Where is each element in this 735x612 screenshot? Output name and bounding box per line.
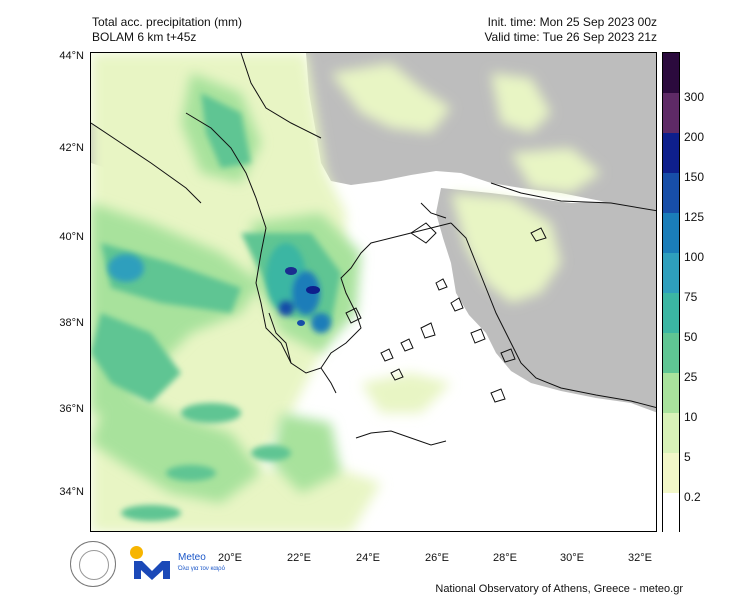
title-line-2: BOLAM 6 km t+45z — [92, 30, 197, 44]
coastlines — [91, 53, 656, 446]
colorbar-segment — [663, 133, 679, 174]
lon-label-30: 30°E — [560, 552, 584, 564]
colorbar-segment — [663, 173, 679, 214]
lon-label-22: 22°E — [287, 552, 311, 564]
brand-tagline: Όλα για τον καιρό — [178, 566, 225, 572]
colorbar-segment — [663, 293, 679, 334]
colorbar-label-50: 50 — [684, 330, 698, 344]
title-line-1: Total acc. precipitation (mm) — [92, 15, 243, 29]
colorbar-segment — [663, 373, 679, 414]
colorbar-segment — [663, 53, 679, 94]
init-time: Init. time: Mon 25 Sep 2023 00z — [487, 15, 657, 29]
meteo-m-logo — [134, 561, 170, 580]
time-info: Init. time: Mon 25 Sep 2023 00z Valid ti… — [484, 15, 657, 45]
colorbar-label-300: 300 — [684, 90, 705, 104]
colorbar-label-0-2: 0.2 — [684, 490, 701, 504]
islands — [345, 222, 547, 403]
colorbar-segment — [663, 333, 679, 374]
lat-label-44: 44°N — [59, 50, 84, 62]
chart-title: Total acc. precipitation (mm) BOLAM 6 km… — [92, 15, 242, 45]
colorbar-label-75: 75 — [684, 290, 698, 304]
colorbar-label-5: 5 — [684, 450, 691, 464]
observatory-seal-logo — [70, 541, 116, 587]
colorbar-label-25: 25 — [684, 370, 698, 384]
map-canvas — [91, 53, 656, 531]
valid-time: Valid time: Tue 26 Sep 2023 21z — [484, 30, 657, 44]
colorbar-label-100: 100 — [684, 250, 705, 264]
lat-label-42: 42°N — [59, 142, 84, 154]
colorbar-label-10: 10 — [684, 410, 698, 424]
colorbar-segment — [663, 213, 679, 254]
precip-max-core — [285, 267, 320, 326]
colorbar-label-200: 200 — [684, 130, 705, 144]
colorbar-label-125: 125 — [684, 210, 705, 224]
seal-inner-ring — [79, 550, 109, 580]
colorbar — [662, 52, 680, 534]
brand-name: Meteo — [178, 552, 206, 563]
colorbar-segment — [663, 453, 679, 494]
lon-label-26: 26°E — [425, 552, 449, 564]
sun-icon — [130, 546, 143, 559]
lon-label-20: 20°E — [218, 552, 242, 564]
footer-credit: National Observatory of Athens, Greece -… — [435, 583, 683, 595]
colorbar-segment — [663, 93, 679, 134]
precip-heavy-layer — [108, 243, 331, 333]
colorbar-label-150: 150 — [684, 170, 705, 184]
colorbar-segment — [663, 413, 679, 454]
lat-label-34: 34°N — [59, 486, 84, 498]
precipitation-map — [90, 52, 657, 532]
colorbar-segment — [663, 493, 679, 534]
lat-label-38: 38°N — [59, 317, 84, 329]
logos: Meteo Όλα για τον καιρό — [70, 541, 240, 591]
colorbar-segment — [663, 253, 679, 294]
lon-label-28: 28°E — [493, 552, 517, 564]
lon-label-24: 24°E — [356, 552, 380, 564]
lon-label-32: 32°E — [628, 552, 652, 564]
lat-label-36: 36°N — [59, 403, 84, 415]
lat-label-40: 40°N — [59, 231, 84, 243]
